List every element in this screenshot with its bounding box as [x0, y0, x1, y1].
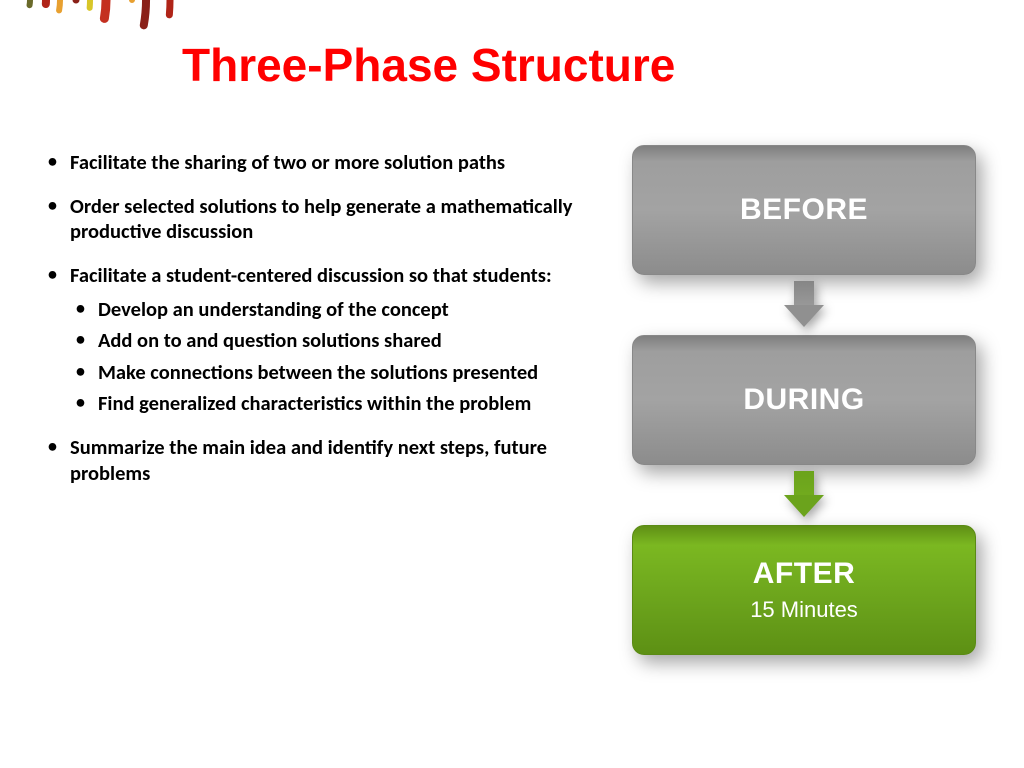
bullet-item: Summarize the main idea and identify nex… [42, 435, 577, 486]
flow-label: DURING [743, 383, 864, 417]
sub-bullet-item: Add on to and question solutions shared [70, 328, 577, 354]
flow-sublabel: 15 Minutes [750, 597, 858, 623]
flow-label: AFTER [753, 557, 856, 591]
arrow-down-icon [784, 465, 824, 525]
bullet-item: Facilitate the sharing of two or more so… [42, 150, 577, 176]
slide-title: Three-Phase Structure [182, 38, 675, 92]
flow-box-before: BEFORE [632, 145, 976, 275]
bullet-item: Facilitate a student-centered discussion… [42, 263, 577, 417]
flow-box-during: DURING [632, 335, 976, 465]
flow-diagram: BEFORE DURING AFTER 15 Minutes [624, 145, 984, 655]
sub-bullet-item: Develop an understanding of the concept [70, 297, 577, 323]
flow-label: BEFORE [740, 193, 868, 227]
flow-box-after: AFTER 15 Minutes [632, 525, 976, 655]
bullet-list: Facilitate the sharing of two or more so… [42, 150, 577, 504]
sub-bullet-item: Make connections between the solutions p… [70, 360, 577, 386]
arrow-down-icon [784, 275, 824, 335]
bullet-item: Order selected solutions to help generat… [42, 194, 577, 245]
sub-bullet-item: Find generalized characteristics within … [70, 391, 577, 417]
bullet-text: Facilitate a student-centered discussion… [70, 262, 552, 288]
